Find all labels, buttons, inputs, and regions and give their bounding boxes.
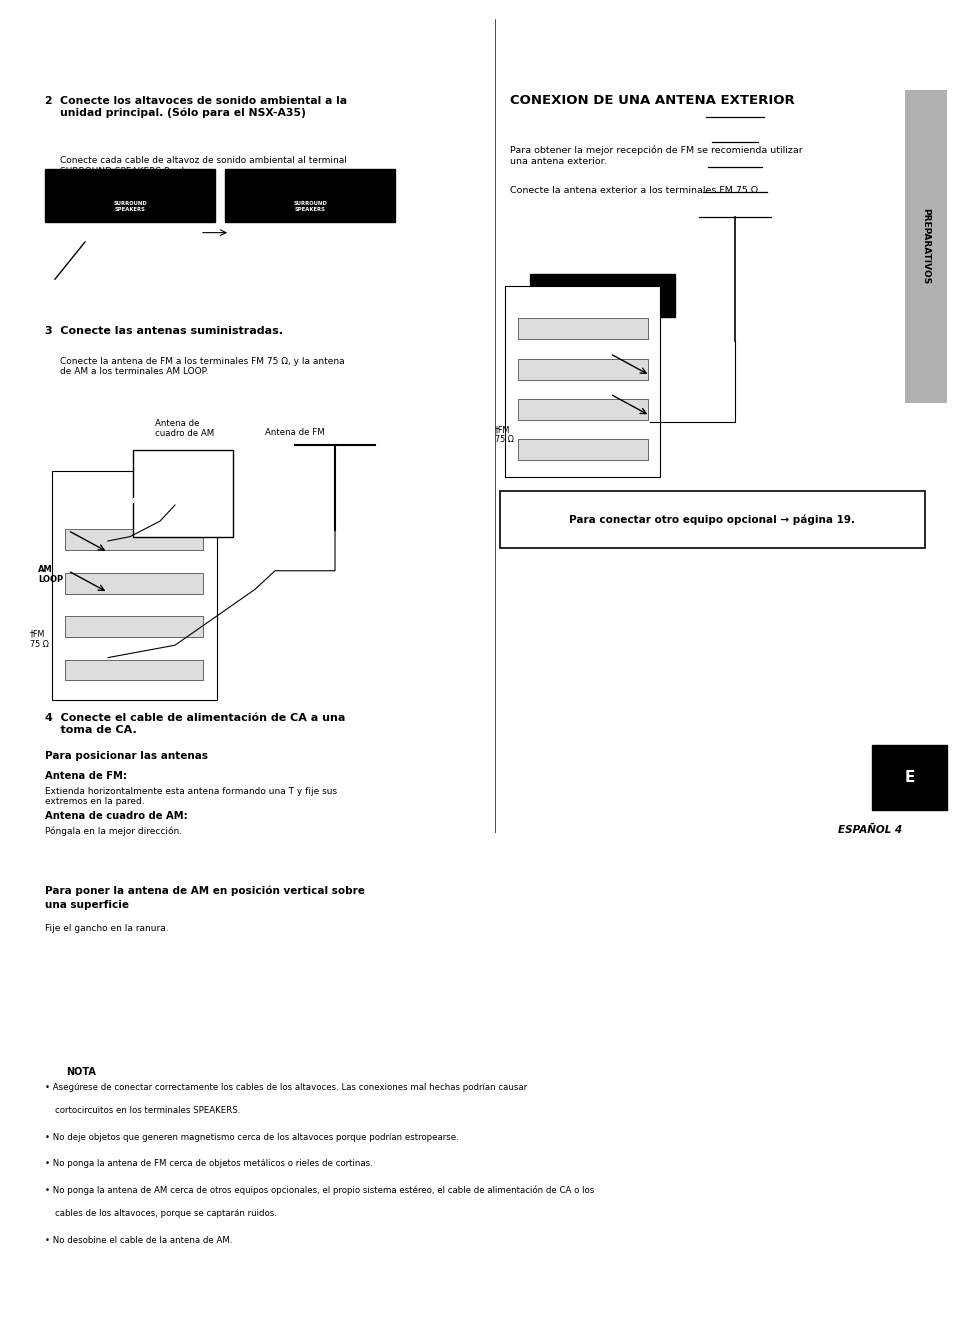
Text: Fije el gancho en la ranura.: Fije el gancho en la ranura. xyxy=(45,925,169,934)
Text: Antena de FM:: Antena de FM: xyxy=(45,770,127,781)
Text: • No ponga la antena de FM cerca de objetos metálicos o rieles de cortinas.: • No ponga la antena de FM cerca de obje… xyxy=(45,1159,373,1168)
Text: NOTA: NOTA xyxy=(66,1067,96,1078)
Text: Para posicionar las antenas: Para posicionar las antenas xyxy=(45,750,208,761)
FancyBboxPatch shape xyxy=(530,274,674,317)
Text: 3  Conecte las antenas suministradas.: 3 Conecte las antenas suministradas. xyxy=(45,326,283,336)
Text: cables de los altavoces, porque se captarán ruidos.: cables de los altavoces, porque se capta… xyxy=(55,1209,276,1219)
Text: Para obtener la mejor recepción de FM se recomienda utilizar
una antena exterior: Para obtener la mejor recepción de FM se… xyxy=(510,146,801,165)
FancyBboxPatch shape xyxy=(517,358,647,380)
FancyBboxPatch shape xyxy=(225,169,395,223)
Text: Para poner la antena de AM en posición vertical sobre
una superficie: Para poner la antena de AM en posición v… xyxy=(45,886,364,910)
FancyBboxPatch shape xyxy=(65,616,203,637)
FancyBboxPatch shape xyxy=(266,941,374,1021)
Text: SURROUND
SPEAKERS: SURROUND SPEAKERS xyxy=(293,201,327,212)
FancyBboxPatch shape xyxy=(517,439,647,460)
Text: SURROUND
SPEAKERS: SURROUND SPEAKERS xyxy=(113,201,147,212)
Text: 4  Conecte el cable de alimentación de CA a una
    toma de CA.: 4 Conecte el cable de alimentación de CA… xyxy=(45,714,345,735)
Text: ANTENNA: ANTENNA xyxy=(583,293,621,298)
FancyBboxPatch shape xyxy=(166,941,274,1021)
Text: CONEXION DE UNA ANTENA EXTERIOR: CONEXION DE UNA ANTENA EXTERIOR xyxy=(510,94,794,107)
FancyBboxPatch shape xyxy=(500,491,923,548)
Text: Antena de FM: Antena de FM xyxy=(265,428,324,437)
Text: †FM
75 Ω: †FM 75 Ω xyxy=(495,425,514,444)
Text: 2  Conecte los altavoces de sonido ambiental a la
    unidad principal. (Sólo pa: 2 Conecte los altavoces de sonido ambien… xyxy=(45,97,347,118)
Text: Conecte la antena de FM a los terminales FM 75 Ω, y la antena
de AM a los termin: Conecte la antena de FM a los terminales… xyxy=(60,357,344,376)
Text: PREPARATIVOS: PREPARATIVOS xyxy=(921,208,929,285)
FancyBboxPatch shape xyxy=(35,1052,127,1092)
Text: ANTENNA: ANTENNA xyxy=(129,498,167,505)
Text: • Asegúrese de conectar correctamente los cables de los altavoces. Las conexione: • Asegúrese de conectar correctamente lo… xyxy=(45,1083,527,1091)
Text: • No ponga la antena de AM cerca de otros equipos opcionales, el propio sistema : • No ponga la antena de AM cerca de otro… xyxy=(45,1186,594,1196)
FancyBboxPatch shape xyxy=(65,529,203,550)
FancyBboxPatch shape xyxy=(75,479,219,523)
FancyBboxPatch shape xyxy=(52,471,216,701)
Text: AM
LOOP: AM LOOP xyxy=(38,565,63,584)
FancyBboxPatch shape xyxy=(904,90,946,403)
FancyBboxPatch shape xyxy=(46,941,154,1021)
Text: • No desobine el cable de la antena de AM.: • No desobine el cable de la antena de A… xyxy=(45,1236,233,1245)
FancyBboxPatch shape xyxy=(517,399,647,420)
Text: Póngala en la mejor dirección.: Póngala en la mejor dirección. xyxy=(45,827,182,836)
Text: Antena de
cuadro de AM: Antena de cuadro de AM xyxy=(154,419,214,437)
Text: Antena de cuadro de AM:: Antena de cuadro de AM: xyxy=(45,812,188,821)
FancyBboxPatch shape xyxy=(872,745,945,811)
Text: Para conectar otro equipo opcional → página 19.: Para conectar otro equipo opcional → pág… xyxy=(568,514,854,525)
FancyBboxPatch shape xyxy=(505,286,659,476)
Text: ESPAÑOL 4: ESPAÑOL 4 xyxy=(837,825,901,835)
Text: Conecte la antena exterior a los terminales FM 75 Ω.: Conecte la antena exterior a los termina… xyxy=(510,187,760,195)
Text: †FM
75 Ω: †FM 75 Ω xyxy=(30,629,49,650)
FancyBboxPatch shape xyxy=(46,169,214,223)
Text: Extienda horizontalmente esta antena formando una T y fije sus
extremos en la pa: Extienda horizontalmente esta antena for… xyxy=(45,786,336,807)
FancyBboxPatch shape xyxy=(132,450,233,537)
Text: • No deje objetos que generen magnetismo cerca de los altavoces porque podrían e: • No deje objetos que generen magnetismo… xyxy=(45,1133,458,1142)
Text: cortocircuitos en los terminales SPEAKERS.: cortocircuitos en los terminales SPEAKER… xyxy=(55,1106,240,1115)
Text: Conecte cada cable de altavoz de sonido ambiental al terminal
SURROUND SPEAKERS : Conecte cada cable de altavoz de sonido … xyxy=(60,156,347,176)
FancyBboxPatch shape xyxy=(517,318,647,340)
Text: E: E xyxy=(903,770,914,785)
FancyBboxPatch shape xyxy=(65,659,203,680)
FancyBboxPatch shape xyxy=(65,573,203,593)
